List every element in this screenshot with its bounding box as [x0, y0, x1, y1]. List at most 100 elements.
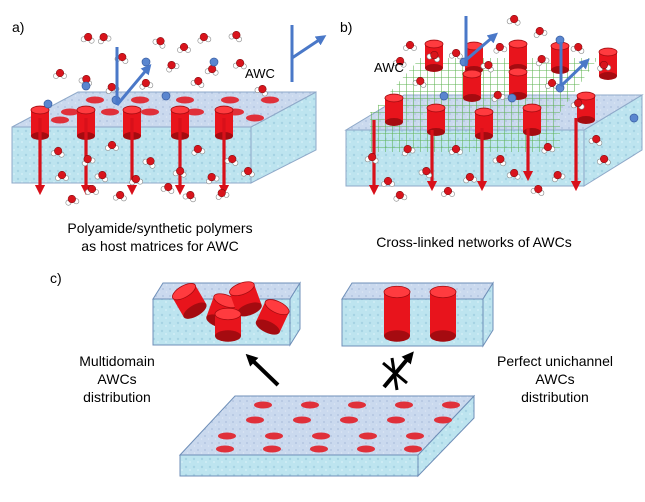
water-molecule: [94, 171, 108, 183]
pore: [141, 108, 159, 116]
water-molecule: [491, 90, 506, 102]
water-molecule: [449, 144, 463, 155]
water-molecule: [228, 31, 242, 43]
pore: [101, 108, 119, 116]
water-molecule: [98, 33, 112, 45]
water-channel: [598, 47, 618, 80]
pore: [395, 401, 413, 409]
tilted-channels: [171, 281, 290, 342]
pore: [434, 416, 452, 424]
pore: [310, 445, 328, 453]
water-molecule: [441, 186, 455, 197]
water-molecule: [129, 174, 144, 186]
water-molecule: [364, 152, 379, 164]
pore: [186, 108, 204, 116]
water-molecule: [533, 26, 548, 38]
panel-b-letter: b): [340, 19, 352, 35]
water-molecule: [160, 182, 175, 194]
water-molecule: [190, 76, 205, 88]
pore: [176, 96, 194, 104]
flat-membrane-c: [178, 394, 476, 478]
water-molecule: [402, 145, 416, 157]
arrow-to-multidomain: [245, 353, 280, 387]
water-molecule: [536, 55, 550, 67]
water-molecule: [426, 51, 440, 63]
water-channels-b: [384, 39, 618, 140]
water-molecule: [412, 76, 427, 88]
pore: [246, 416, 264, 424]
water-channel: [462, 69, 482, 102]
water-molecule: [240, 166, 255, 178]
water-molecule: [480, 61, 494, 73]
water-molecule: [82, 155, 96, 167]
water-molecule: [112, 190, 127, 202]
tilted-channel: [255, 299, 290, 335]
water-molecule: [493, 42, 508, 54]
water-molecule: [254, 85, 268, 97]
caption-b: Cross-linked networks of AWCs: [376, 234, 572, 250]
pore: [218, 432, 236, 440]
pore: [265, 432, 283, 440]
upright-channel: [429, 285, 457, 342]
pore: [86, 96, 104, 104]
pore: [51, 116, 69, 124]
multidomain-label-line3: distribution: [83, 389, 151, 405]
pore: [357, 445, 375, 453]
panel-c-letter: c): [50, 270, 62, 286]
pore: [263, 445, 281, 453]
pore: [359, 432, 377, 440]
panel-a: a) AWC Polyamide/synthetic polymers as h…: [11, 19, 327, 254]
tilted-channel: [214, 307, 242, 342]
water-molecule: [191, 144, 206, 156]
pore: [348, 401, 366, 409]
water-molecule: [403, 40, 417, 51]
water-molecule: [204, 64, 219, 76]
awc-label-a: AWC: [245, 66, 275, 81]
water-molecule: [232, 58, 247, 70]
ion: [43, 99, 53, 109]
water-molecule: [552, 171, 566, 183]
pore: [404, 445, 422, 453]
water-molecule: [152, 37, 166, 49]
water-molecule: [570, 42, 585, 54]
water-molecule: [506, 14, 521, 26]
pore: [387, 416, 405, 424]
water-molecule: [588, 134, 603, 146]
membrane-slab-a: [11, 91, 317, 184]
water-molecule: [597, 60, 612, 72]
unichannel-label-line3: distribution: [521, 389, 589, 405]
water-molecule: [182, 191, 196, 203]
ion: [209, 57, 219, 67]
tilted-channel: [171, 283, 207, 319]
blue-arrows-b: [464, 16, 590, 88]
multidomain-label-line2: AWCs: [97, 371, 136, 387]
water-molecule: [418, 167, 432, 179]
water-molecule: [166, 61, 180, 73]
awc-label-b: AWC: [374, 60, 404, 75]
pore-ellipses-a: [51, 96, 279, 124]
unichannel-box: [341, 281, 494, 348]
pore: [312, 432, 330, 440]
water-molecule: [55, 170, 69, 181]
water-molecule: [596, 154, 611, 166]
ion: [81, 81, 91, 91]
water-molecule: [177, 42, 191, 53]
pore: [216, 445, 234, 453]
pore: [301, 401, 319, 409]
water-molecule: [392, 56, 407, 68]
water-molecule: [50, 146, 65, 158]
pore: [254, 401, 272, 409]
multidomain-box: [152, 281, 301, 347]
unichannel-label-line2: AWCs: [535, 371, 574, 387]
ion: [161, 91, 171, 101]
pore: [442, 401, 460, 409]
flat-pores: [216, 401, 460, 453]
water-channel: [426, 103, 446, 136]
water-channel: [474, 107, 494, 140]
panel-c: c) Multidomain AWCs distribution: [50, 270, 613, 478]
pore: [406, 432, 424, 440]
water-molecule: [142, 157, 156, 169]
ion: [507, 93, 517, 103]
water-molecule: [530, 184, 545, 196]
